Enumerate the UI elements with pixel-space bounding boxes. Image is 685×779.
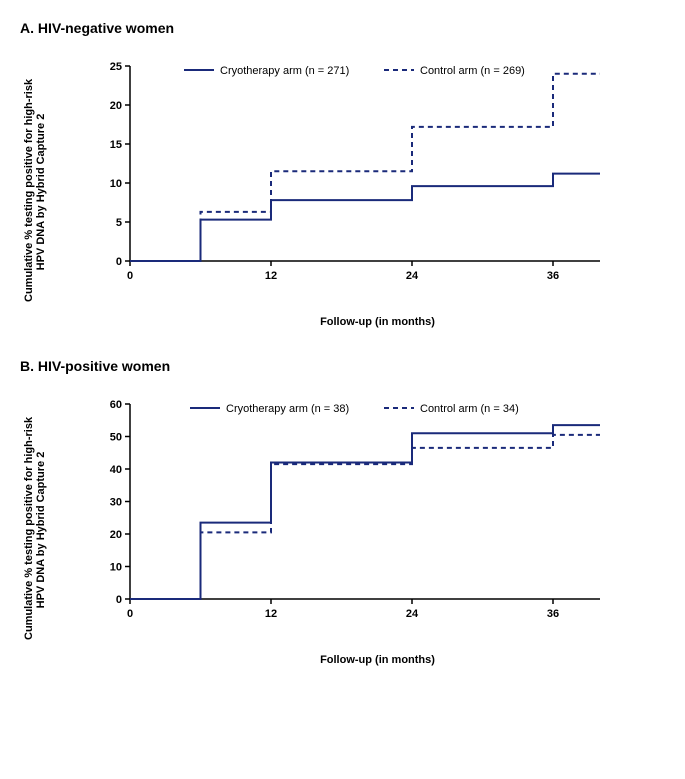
svg-text:5: 5 [116, 217, 122, 229]
svg-text:40: 40 [110, 464, 122, 476]
panel-a: A. HIV-negative women Cumulative % testi… [20, 20, 665, 328]
svg-text:25: 25 [110, 61, 122, 73]
svg-text:Cryotherapy arm (n = 271): Cryotherapy arm (n = 271) [220, 65, 349, 77]
chart-b-svg: 0 10 20 30 40 50 60 0 12 24 36 Cryotherapy arm (n =… [90, 394, 610, 624]
svg-text:30: 30 [110, 497, 122, 509]
chart-a-wrap: Cumulative % testing positive for high-r… [90, 56, 665, 328]
svg-text:24: 24 [406, 270, 419, 282]
svg-text:12: 12 [265, 270, 277, 282]
svg-text:0: 0 [116, 594, 122, 606]
panel-b-title: B. HIV-positive women [20, 358, 665, 374]
svg-text:Control arm (n = 34): Control arm (n = 34) [420, 403, 519, 415]
svg-text:15: 15 [110, 139, 122, 151]
chart-b-ylabel: Cumulative % testing positive for high-r… [23, 420, 47, 640]
svg-text:20: 20 [110, 529, 122, 541]
panel-b: B. HIV-positive women Cumulative % testi… [20, 358, 665, 666]
svg-text:0: 0 [127, 270, 133, 282]
svg-text:36: 36 [547, 270, 559, 282]
panel-a-title: A. HIV-negative women [20, 20, 665, 36]
svg-text:10: 10 [110, 178, 122, 190]
chart-a-ylabel: Cumulative % testing positive for high-r… [23, 82, 47, 302]
chart-a-xlabel: Follow-up (in months) [90, 316, 665, 328]
svg-text:Control arm (n = 269): Control arm (n = 269) [420, 65, 525, 77]
svg-text:10: 10 [110, 562, 122, 574]
chart-b-xlabel: Follow-up (in months) [90, 654, 665, 666]
svg-text:0: 0 [116, 256, 122, 268]
chart-a-svg: 0 5 10 15 20 25 0 12 24 36 Cryotherapy arm (n = 27… [90, 56, 610, 286]
svg-text:60: 60 [110, 399, 122, 411]
svg-text:0: 0 [127, 608, 133, 620]
svg-text:50: 50 [110, 432, 122, 444]
svg-text:20: 20 [110, 100, 122, 112]
svg-text:24: 24 [406, 608, 419, 620]
svg-text:Cryotherapy arm (n = 38): Cryotherapy arm (n = 38) [226, 403, 349, 415]
svg-text:36: 36 [547, 608, 559, 620]
chart-b-wrap: Cumulative % testing positive for high-r… [90, 394, 665, 666]
svg-text:12: 12 [265, 608, 277, 620]
